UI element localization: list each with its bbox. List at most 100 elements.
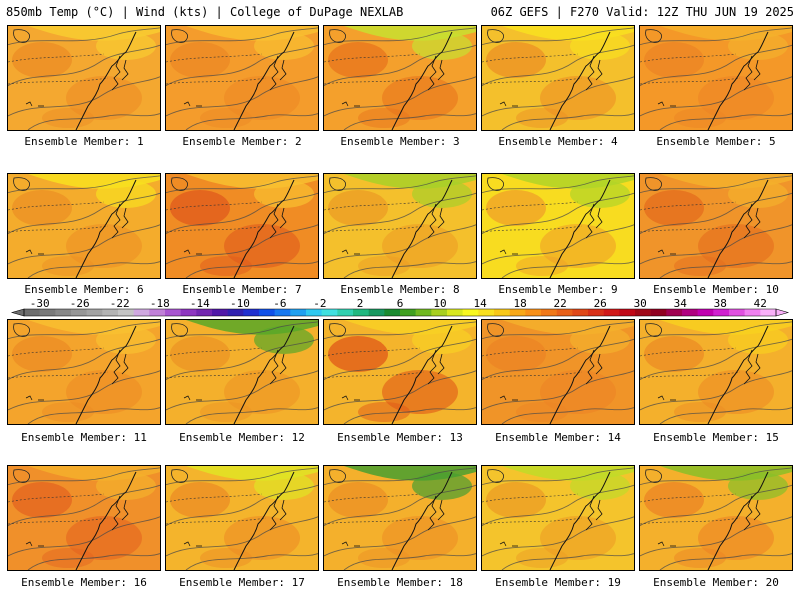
ensemble-member-label: Ensemble Member: 1 <box>24 135 144 148</box>
height-contour <box>482 76 634 117</box>
height-contour <box>27 553 160 570</box>
colorbar-swatch <box>603 309 620 316</box>
state-border <box>8 225 109 233</box>
temperature-map <box>482 174 634 278</box>
wind-barb <box>25 541 33 547</box>
state-border <box>166 201 263 211</box>
height-contour <box>640 27 792 46</box>
height-contour <box>324 192 476 235</box>
wind-barb <box>25 395 33 401</box>
colorbar-swatch <box>682 309 698 316</box>
height-contour <box>8 175 160 194</box>
height-contour <box>640 175 792 194</box>
ensemble-member-label: Ensemble Member: 11 <box>21 431 147 444</box>
temperature-map <box>8 174 160 278</box>
lake-outline <box>13 177 30 191</box>
temperature-map <box>166 320 318 424</box>
bay-outline <box>427 349 437 385</box>
colorbar-swatch <box>149 309 166 316</box>
bay-outline <box>111 203 121 239</box>
warm-region <box>674 548 726 568</box>
bay-outline <box>743 495 753 531</box>
warm-region <box>328 482 388 518</box>
colorbar-swatch <box>321 309 338 316</box>
lake-outline <box>487 29 504 43</box>
warm-region <box>42 256 94 276</box>
ensemble-member-label: Ensemble Member: 8 <box>340 283 460 296</box>
coastline <box>391 31 453 130</box>
colorbar-tick-label: 14 <box>473 299 487 310</box>
bay-outline <box>753 499 761 521</box>
colorbar-swatch <box>744 309 761 316</box>
warm-region <box>42 108 94 128</box>
state-border <box>640 201 737 211</box>
height-contour <box>640 192 792 235</box>
colorbar-swatch <box>337 309 354 316</box>
warm-region <box>328 190 388 226</box>
coastline <box>549 471 611 570</box>
bay-outline <box>269 495 279 531</box>
height-contour <box>659 261 792 278</box>
height-contour <box>8 516 160 557</box>
state-border <box>166 371 267 379</box>
warm-region <box>66 224 142 268</box>
height-contour <box>343 113 476 130</box>
cool-region <box>412 326 472 354</box>
coastline <box>707 325 769 424</box>
bay-outline <box>585 55 595 91</box>
warm-region <box>540 516 616 560</box>
colorbar-tick-label: -18 <box>150 299 170 310</box>
ensemble-member-map <box>639 173 793 279</box>
height-contour <box>166 467 318 486</box>
wind-barb <box>657 541 665 547</box>
state-border <box>640 347 737 357</box>
state-border <box>8 371 109 379</box>
ensemble-member-map <box>323 465 477 571</box>
height-contour <box>8 224 160 265</box>
ensemble-member-map <box>323 319 477 425</box>
ensemble-member-map <box>165 465 319 571</box>
height-contour <box>166 44 318 87</box>
height-contour <box>324 516 476 557</box>
state-border <box>166 53 263 63</box>
cool-region <box>728 472 788 500</box>
warm-region <box>328 42 388 78</box>
ensemble-member-map <box>165 173 319 279</box>
height-contour <box>27 261 160 278</box>
bay-outline <box>279 207 287 229</box>
ensemble-member-label: Ensemble Member: 9 <box>498 283 618 296</box>
height-contour <box>501 553 634 570</box>
coastline <box>233 31 295 130</box>
state-border <box>482 77 583 85</box>
state-border <box>8 493 105 503</box>
cool-region <box>254 32 314 60</box>
colorbar-swatch <box>39 309 56 316</box>
ensemble-member-label: Ensemble Member: 13 <box>337 431 463 444</box>
cool-region <box>254 180 314 208</box>
warm-region <box>66 76 142 120</box>
cool-region <box>570 472 630 500</box>
warm-region <box>66 370 142 414</box>
ensemble-member-label: Ensemble Member: 17 <box>179 576 305 589</box>
cool-region <box>728 326 788 354</box>
warm-region <box>698 370 774 414</box>
colorbar-swatch <box>478 309 495 316</box>
colorbar-swatch <box>353 309 369 316</box>
warm-region <box>540 76 616 120</box>
temperature-colorbar: -30 -26 -22 -18 -14 -10 -6 -2 2 6 10 14 18 22 26 30 34 38… <box>10 299 790 317</box>
height-contour <box>8 76 160 117</box>
state-border <box>8 53 105 63</box>
warm-region <box>224 224 300 268</box>
bay-outline <box>279 499 287 521</box>
lake-outline <box>329 323 346 337</box>
cool-region <box>96 326 156 354</box>
coastline <box>391 325 453 424</box>
lake-outline <box>171 469 188 483</box>
bay-outline <box>595 59 603 81</box>
height-contour <box>324 321 476 340</box>
colorbar-tick-label: -22 <box>110 299 130 310</box>
height-contour <box>482 44 634 87</box>
ensemble-member-map <box>481 319 635 425</box>
height-contour <box>482 224 634 265</box>
state-border <box>640 371 741 379</box>
